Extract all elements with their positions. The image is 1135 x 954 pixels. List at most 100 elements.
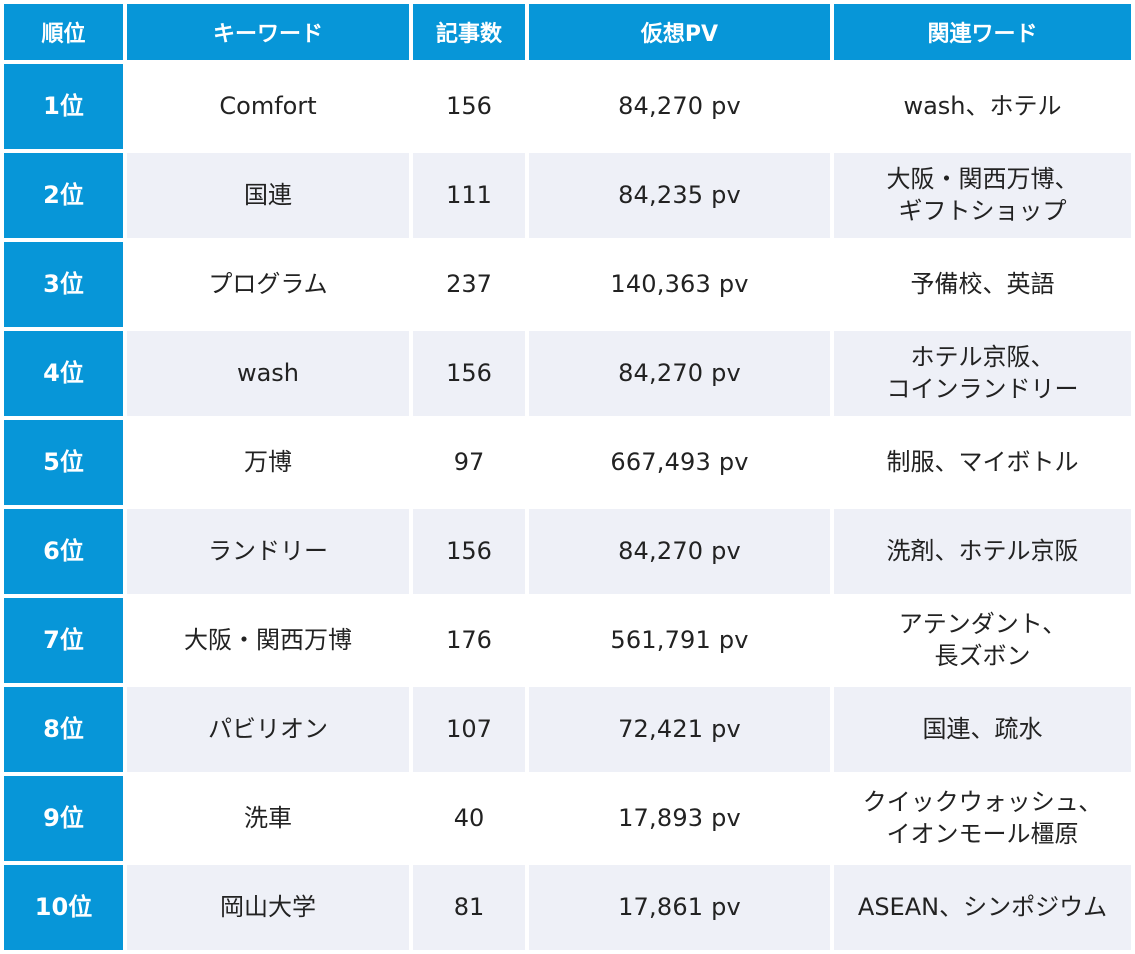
related-words-cell: クイックウォッシュ、 イオンモール橿原	[834, 776, 1131, 861]
article-count-cell: 176	[413, 598, 525, 683]
column-header-rank: 順位	[4, 4, 123, 60]
related-words-cell-text: アテンダント、 長ズボン	[898, 610, 1067, 670]
column-header-keyword: キーワード	[127, 4, 409, 60]
article-count-cell-text: 156	[446, 358, 492, 387]
article-count-cell-text: 40	[453, 803, 485, 832]
rank-cell-text: 9位	[43, 803, 84, 832]
related-words-cell-text: 予備校、英語	[910, 269, 1055, 298]
article-count-cell-text: 111	[446, 180, 492, 209]
related-words-cell-text: wash、ホテル	[903, 91, 1062, 120]
related-words-cell-text: 制服、マイボトル	[886, 447, 1079, 476]
article-count-cell: 237	[413, 242, 525, 327]
related-words-cell-text: ASEAN、シンポジウム	[857, 892, 1108, 921]
rank-cell: 4位	[4, 331, 123, 416]
article-count-cell-text: 81	[453, 892, 485, 921]
virtual-pv-cell: 561,791 pv	[529, 598, 830, 683]
related-words-cell: ASEAN、シンポジウム	[834, 865, 1131, 950]
rank-cell-text: 7位	[43, 625, 84, 654]
virtual-pv-cell-text: 84,235 pv	[618, 180, 741, 209]
virtual-pv-cell: 17,893 pv	[529, 776, 830, 861]
virtual-pv-cell-text: 84,270 pv	[618, 536, 741, 565]
rank-cell-text: 2位	[43, 180, 84, 209]
keyword-cell-text: 国連	[244, 180, 292, 209]
rank-cell-text: 10位	[34, 892, 93, 921]
keyword-cell-text: ランドリー	[208, 536, 328, 565]
article-count-cell: 97	[413, 420, 525, 505]
keyword-cell: プログラム	[127, 242, 409, 327]
rank-cell-text: 8位	[43, 714, 84, 743]
related-words-cell-text: ホテル京阪、 コインランドリー	[886, 343, 1079, 403]
keyword-cell-text: 万博	[244, 447, 292, 476]
keyword-cell-text: wash	[236, 358, 300, 387]
rank-cell: 7位	[4, 598, 123, 683]
article-count-cell: 40	[413, 776, 525, 861]
article-count-cell-text: 237	[446, 269, 492, 298]
table-row: 4位 wash 156 84,270 pv ホテル京阪、 コインランドリー	[4, 331, 1131, 416]
keyword-cell: ランドリー	[127, 509, 409, 594]
rank-cell: 1位	[4, 64, 123, 149]
article-count-cell-text: 97	[453, 447, 485, 476]
rank-cell: 10位	[4, 865, 123, 950]
related-words-cell: 大阪・関西万博、 ギフトショップ	[834, 153, 1131, 238]
related-words-cell-text: クイックウォッシュ、 イオンモール橿原	[862, 788, 1103, 848]
column-header-related-words: 関連ワード	[834, 4, 1131, 60]
virtual-pv-cell: 72,421 pv	[529, 687, 830, 772]
virtual-pv-cell: 84,270 pv	[529, 64, 830, 149]
virtual-pv-cell: 84,270 pv	[529, 331, 830, 416]
virtual-pv-cell-text: 84,270 pv	[618, 358, 741, 387]
rank-cell: 6位	[4, 509, 123, 594]
article-count-cell: 156	[413, 331, 525, 416]
virtual-pv-cell-text: 561,791 pv	[610, 625, 749, 654]
rank-cell-text: 1位	[43, 91, 84, 120]
keyword-cell: Comfort	[127, 64, 409, 149]
table-header-row: 順位 キーワード 記事数 仮想PV 関連ワード	[4, 4, 1131, 60]
keyword-cell-text: 岡山大学	[220, 892, 316, 921]
virtual-pv-cell: 667,493 pv	[529, 420, 830, 505]
related-words-cell: 制服、マイボトル	[834, 420, 1131, 505]
table-row: 6位 ランドリー 156 84,270 pv 洗剤、ホテル京阪	[4, 509, 1131, 594]
keyword-cell-text: パビリオン	[208, 714, 328, 743]
keyword-cell: パビリオン	[127, 687, 409, 772]
article-count-cell: 156	[413, 64, 525, 149]
rank-cell-text: 4位	[43, 358, 84, 387]
keyword-cell-text: プログラム	[208, 269, 328, 298]
related-words-cell-text: 大阪・関西万博、 ギフトショップ	[886, 165, 1079, 225]
virtual-pv-cell: 140,363 pv	[529, 242, 830, 327]
virtual-pv-cell-text: 140,363 pv	[610, 269, 749, 298]
article-count-cell-text: 156	[446, 91, 492, 120]
related-words-cell: wash、ホテル	[834, 64, 1131, 149]
table-row: 3位 プログラム 237 140,363 pv 予備校、英語	[4, 242, 1131, 327]
column-header-article-count: 記事数	[413, 4, 525, 60]
related-words-cell-text: 国連、疏水	[922, 714, 1043, 743]
article-count-cell-text: 107	[446, 714, 492, 743]
related-words-cell: 洗剤、ホテル京阪	[834, 509, 1131, 594]
rank-cell: 5位	[4, 420, 123, 505]
keyword-cell-text: 大阪・関西万博	[184, 625, 352, 654]
table-row: 7位 大阪・関西万博 176 561,791 pv アテンダント、 長ズボン	[4, 598, 1131, 683]
table-row: 1位 Comfort 156 84,270 pv wash、ホテル	[4, 64, 1131, 149]
related-words-cell: 予備校、英語	[834, 242, 1131, 327]
related-words-cell: 国連、疏水	[834, 687, 1131, 772]
related-words-cell: アテンダント、 長ズボン	[834, 598, 1131, 683]
related-words-cell-text: 洗剤、ホテル京阪	[886, 536, 1079, 565]
related-words-cell: ホテル京阪、 コインランドリー	[834, 331, 1131, 416]
keyword-cell: 万博	[127, 420, 409, 505]
virtual-pv-cell-text: 667,493 pv	[610, 447, 749, 476]
article-count-cell: 81	[413, 865, 525, 950]
article-count-cell: 156	[413, 509, 525, 594]
table-row: 8位 パビリオン 107 72,421 pv 国連、疏水	[4, 687, 1131, 772]
table-row: 2位 国連 111 84,235 pv 大阪・関西万博、 ギフトショップ	[4, 153, 1131, 238]
table-row: 5位 万博 97 667,493 pv 制服、マイボトル	[4, 420, 1131, 505]
keyword-cell: 国連	[127, 153, 409, 238]
virtual-pv-cell-text: 17,861 pv	[618, 892, 741, 921]
virtual-pv-cell-text: 84,270 pv	[618, 91, 741, 120]
article-count-cell: 107	[413, 687, 525, 772]
rank-cell-text: 5位	[43, 447, 84, 476]
article-count-cell-text: 176	[446, 625, 492, 654]
article-count-cell: 111	[413, 153, 525, 238]
rank-cell-text: 3位	[43, 269, 84, 298]
keyword-cell: 大阪・関西万博	[127, 598, 409, 683]
virtual-pv-cell-text: 72,421 pv	[618, 714, 741, 743]
table-row: 10位 岡山大学 81 17,861 pv ASEAN、シンポジウム	[4, 865, 1131, 950]
